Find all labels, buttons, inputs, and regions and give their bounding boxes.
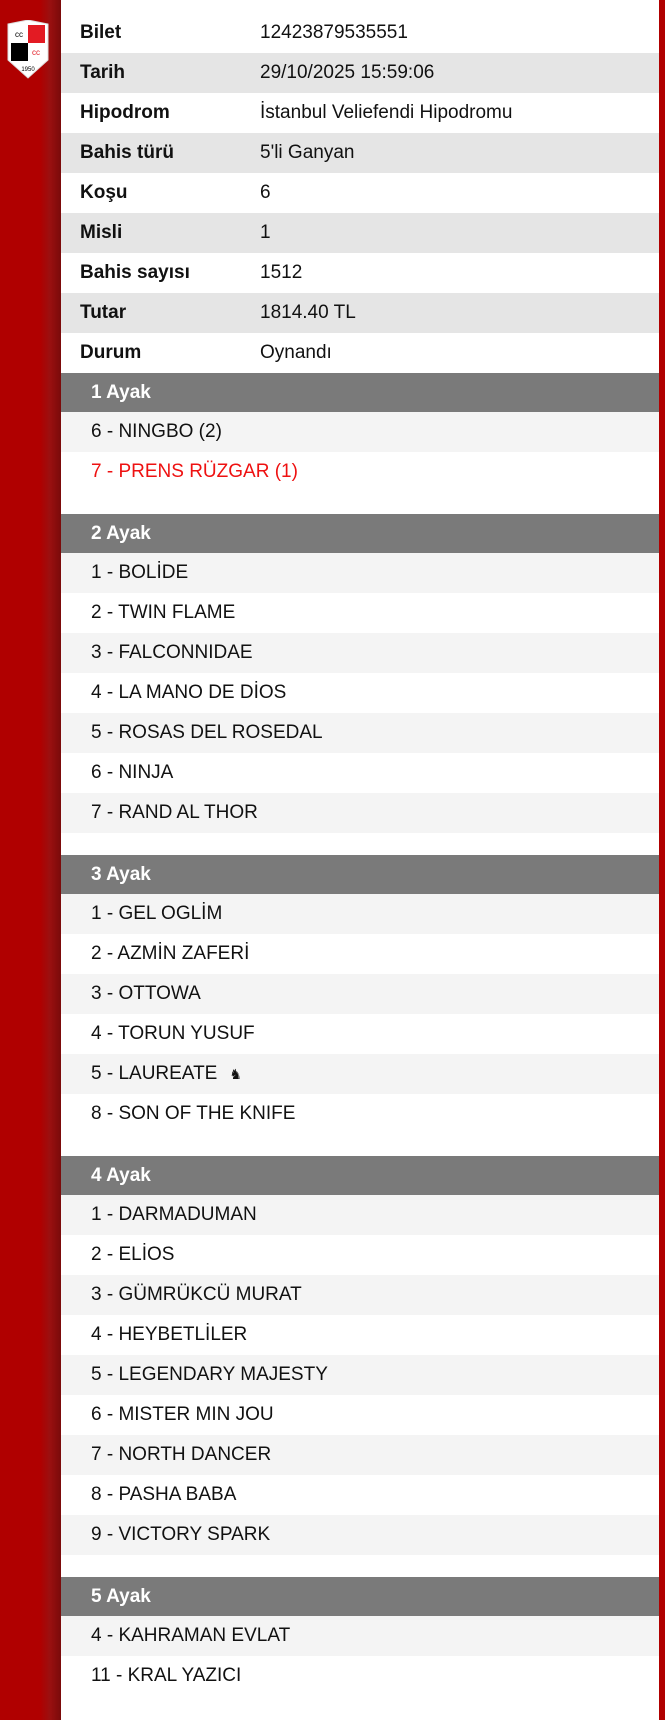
info-row: Bahis sayısı 1512 [61,253,659,293]
info-row: Koşu 6 [61,173,659,213]
info-value: 6 [260,182,271,203]
horse-name: 4 - KAHRAMAN EVLAT [91,1625,291,1646]
horse-item: 8 - PASHA BABA [61,1475,659,1515]
ticket-info-table: Bilet 12423879535551 Tarih 29/10/2025 15:59… [61,13,659,373]
leg-header: 2 Ayak [61,514,659,553]
info-row: Hipodrom İstanbul Veliefendi Hipodromu [61,93,659,133]
info-row: Tutar 1814.40 TL [61,293,659,333]
horse-name: 9 - VICTORY SPARK [91,1524,271,1545]
info-value: 12423879535551 [260,22,408,43]
logo-year: 1950 [21,67,35,73]
svg-text:cc: cc [32,48,40,57]
info-value: Oynandı [260,342,332,363]
info-label: Hipodrom [80,102,170,123]
horse-item: 3 - OTTOWA [61,974,659,1014]
info-label: Tutar [80,302,127,323]
leg-header: 4 Ayak [61,1156,659,1195]
info-label: Bahis türü [80,142,174,163]
horse-name: 5 - LAUREATE [91,1063,218,1084]
left-sidebar: cc cc 1950 [0,0,61,1720]
horse-name: 2 - TWIN FLAME [91,602,236,623]
horse-item: 1 - BOLİDE [61,553,659,593]
horse-item: 4 - TORUN YUSUF [61,1014,659,1054]
leg-group: 2 Ayak 1 - BOLİDE 2 - TWIN FLAME 3 - FALCON… [61,514,659,833]
horse-head-icon: ♞ [229,1065,242,1082]
info-value: 1 [260,222,271,243]
horse-item: 3 - FALCONNIDAE [61,633,659,673]
ticket-detail-panel: Bilet 12423879535551 Tarih 29/10/2025 15:59… [61,0,659,1720]
horse-name: 6 - NINGBO (2) [91,421,222,442]
leg-header: 1 Ayak [61,373,659,412]
horse-item: 8 - SON OF THE KNIFE [61,1094,659,1134]
horse-item: 7 - PRENS RÜZGAR (1) [61,452,659,492]
horse-item: 7 - RAND AL THOR [61,793,659,833]
right-border [659,0,665,1720]
info-row: Durum Oynandı [61,333,659,373]
info-row: Bahis türü 5'li Ganyan [61,133,659,173]
horse-name: 3 - FALCONNIDAE [91,642,253,663]
info-value: 1814.40 TL [260,302,356,323]
horse-name: 3 - OTTOWA [91,983,201,1004]
horse-name: 1 - GEL OGLİM [91,903,223,924]
horse-name: 1 - BOLİDE [91,562,189,583]
horse-item: 4 - HEYBETLİLER [61,1315,659,1355]
horse-name: 4 - LA MANO DE DİOS [91,682,287,703]
info-label: Durum [80,342,142,363]
legs-list: 1 Ayak 6 - NINGBO (2) 7 - PRENS RÜZGAR (1)… [61,373,659,1696]
horse-item: 3 - GÜMRÜKCÜ MURAT [61,1275,659,1315]
horse-item: 4 - KAHRAMAN EVLAT [61,1616,659,1656]
leg-header: 5 Ayak [61,1577,659,1616]
info-row: Bilet 12423879535551 [61,13,659,53]
horse-name: 5 - LEGENDARY MAJESTY [91,1364,328,1385]
horse-name: 2 - ELİOS [91,1244,175,1265]
horse-name: 2 - AZMİN ZAFERİ [91,943,250,964]
horse-item: 2 - ELİOS [61,1235,659,1275]
horse-name: 8 - PASHA BABA [91,1484,237,1505]
leg-group: 3 Ayak 1 - GEL OGLİM 2 - AZMİN ZAFERİ 3 - O… [61,855,659,1134]
horse-item: 1 - DARMADUMAN [61,1195,659,1235]
leg-group: 5 Ayak 4 - KAHRAMAN EVLAT 11 - KRAL YAZICI [61,1577,659,1696]
horse-item: 1 - GEL OGLİM [61,894,659,934]
leg-group: 4 Ayak 1 - DARMADUMAN 2 - ELİOS 3 - GÜMRÜKC… [61,1156,659,1555]
info-value: İstanbul Veliefendi Hipodromu [260,102,513,123]
horse-name: 7 - RAND AL THOR [91,802,258,823]
horse-item: 6 - NINGBO (2) [61,412,659,452]
horse-item: 7 - NORTH DANCER [61,1435,659,1475]
horse-name: 4 - TORUN YUSUF [91,1023,255,1044]
horse-item: 5 - LAUREATE ♞ [61,1054,659,1094]
horse-item: 6 - MISTER MIN JOU [61,1395,659,1435]
info-label: Bahis sayısı [80,262,190,283]
horse-name: 8 - SON OF THE KNIFE [91,1103,296,1124]
leg-header: 3 Ayak [61,855,659,894]
info-value: 5'li Ganyan [260,142,355,163]
svg-text:cc: cc [15,30,23,39]
horse-name: 5 - ROSAS DEL ROSEDAL [91,722,323,743]
horse-item: 5 - LEGENDARY MAJESTY [61,1355,659,1395]
leg-group: 1 Ayak 6 - NINGBO (2) 7 - PRENS RÜZGAR (1) [61,373,659,492]
horse-item: 5 - ROSAS DEL ROSEDAL [61,713,659,753]
horse-item: 9 - VICTORY SPARK [61,1515,659,1555]
info-label: Bilet [80,22,122,43]
horse-name: 6 - NINJA [91,762,174,783]
horse-name: 11 - KRAL YAZICI [91,1665,242,1686]
horse-item: 2 - TWIN FLAME [61,593,659,633]
horse-name: 7 - NORTH DANCER [91,1444,272,1465]
horse-item: 2 - AZMİN ZAFERİ [61,934,659,974]
info-row: Misli 1 [61,213,659,253]
club-logo[interactable]: cc cc 1950 [6,20,50,80]
horse-item: 11 - KRAL YAZICI [61,1656,659,1696]
horse-item: 6 - NINJA [61,753,659,793]
info-row: Tarih 29/10/2025 15:59:06 [61,53,659,93]
info-label: Koşu [80,182,128,203]
horse-name: 4 - HEYBETLİLER [91,1324,248,1345]
horse-name: 7 - PRENS RÜZGAR (1) [91,461,298,482]
info-value: 1512 [260,262,303,283]
info-label: Tarih [80,62,126,83]
info-value: 29/10/2025 15:59:06 [260,62,435,83]
horse-name: 3 - GÜMRÜKCÜ MURAT [91,1284,302,1305]
horse-name: 6 - MISTER MIN JOU [91,1404,274,1425]
horse-name: 1 - DARMADUMAN [91,1204,257,1225]
horse-item: 4 - LA MANO DE DİOS [61,673,659,713]
info-label: Misli [80,222,123,243]
